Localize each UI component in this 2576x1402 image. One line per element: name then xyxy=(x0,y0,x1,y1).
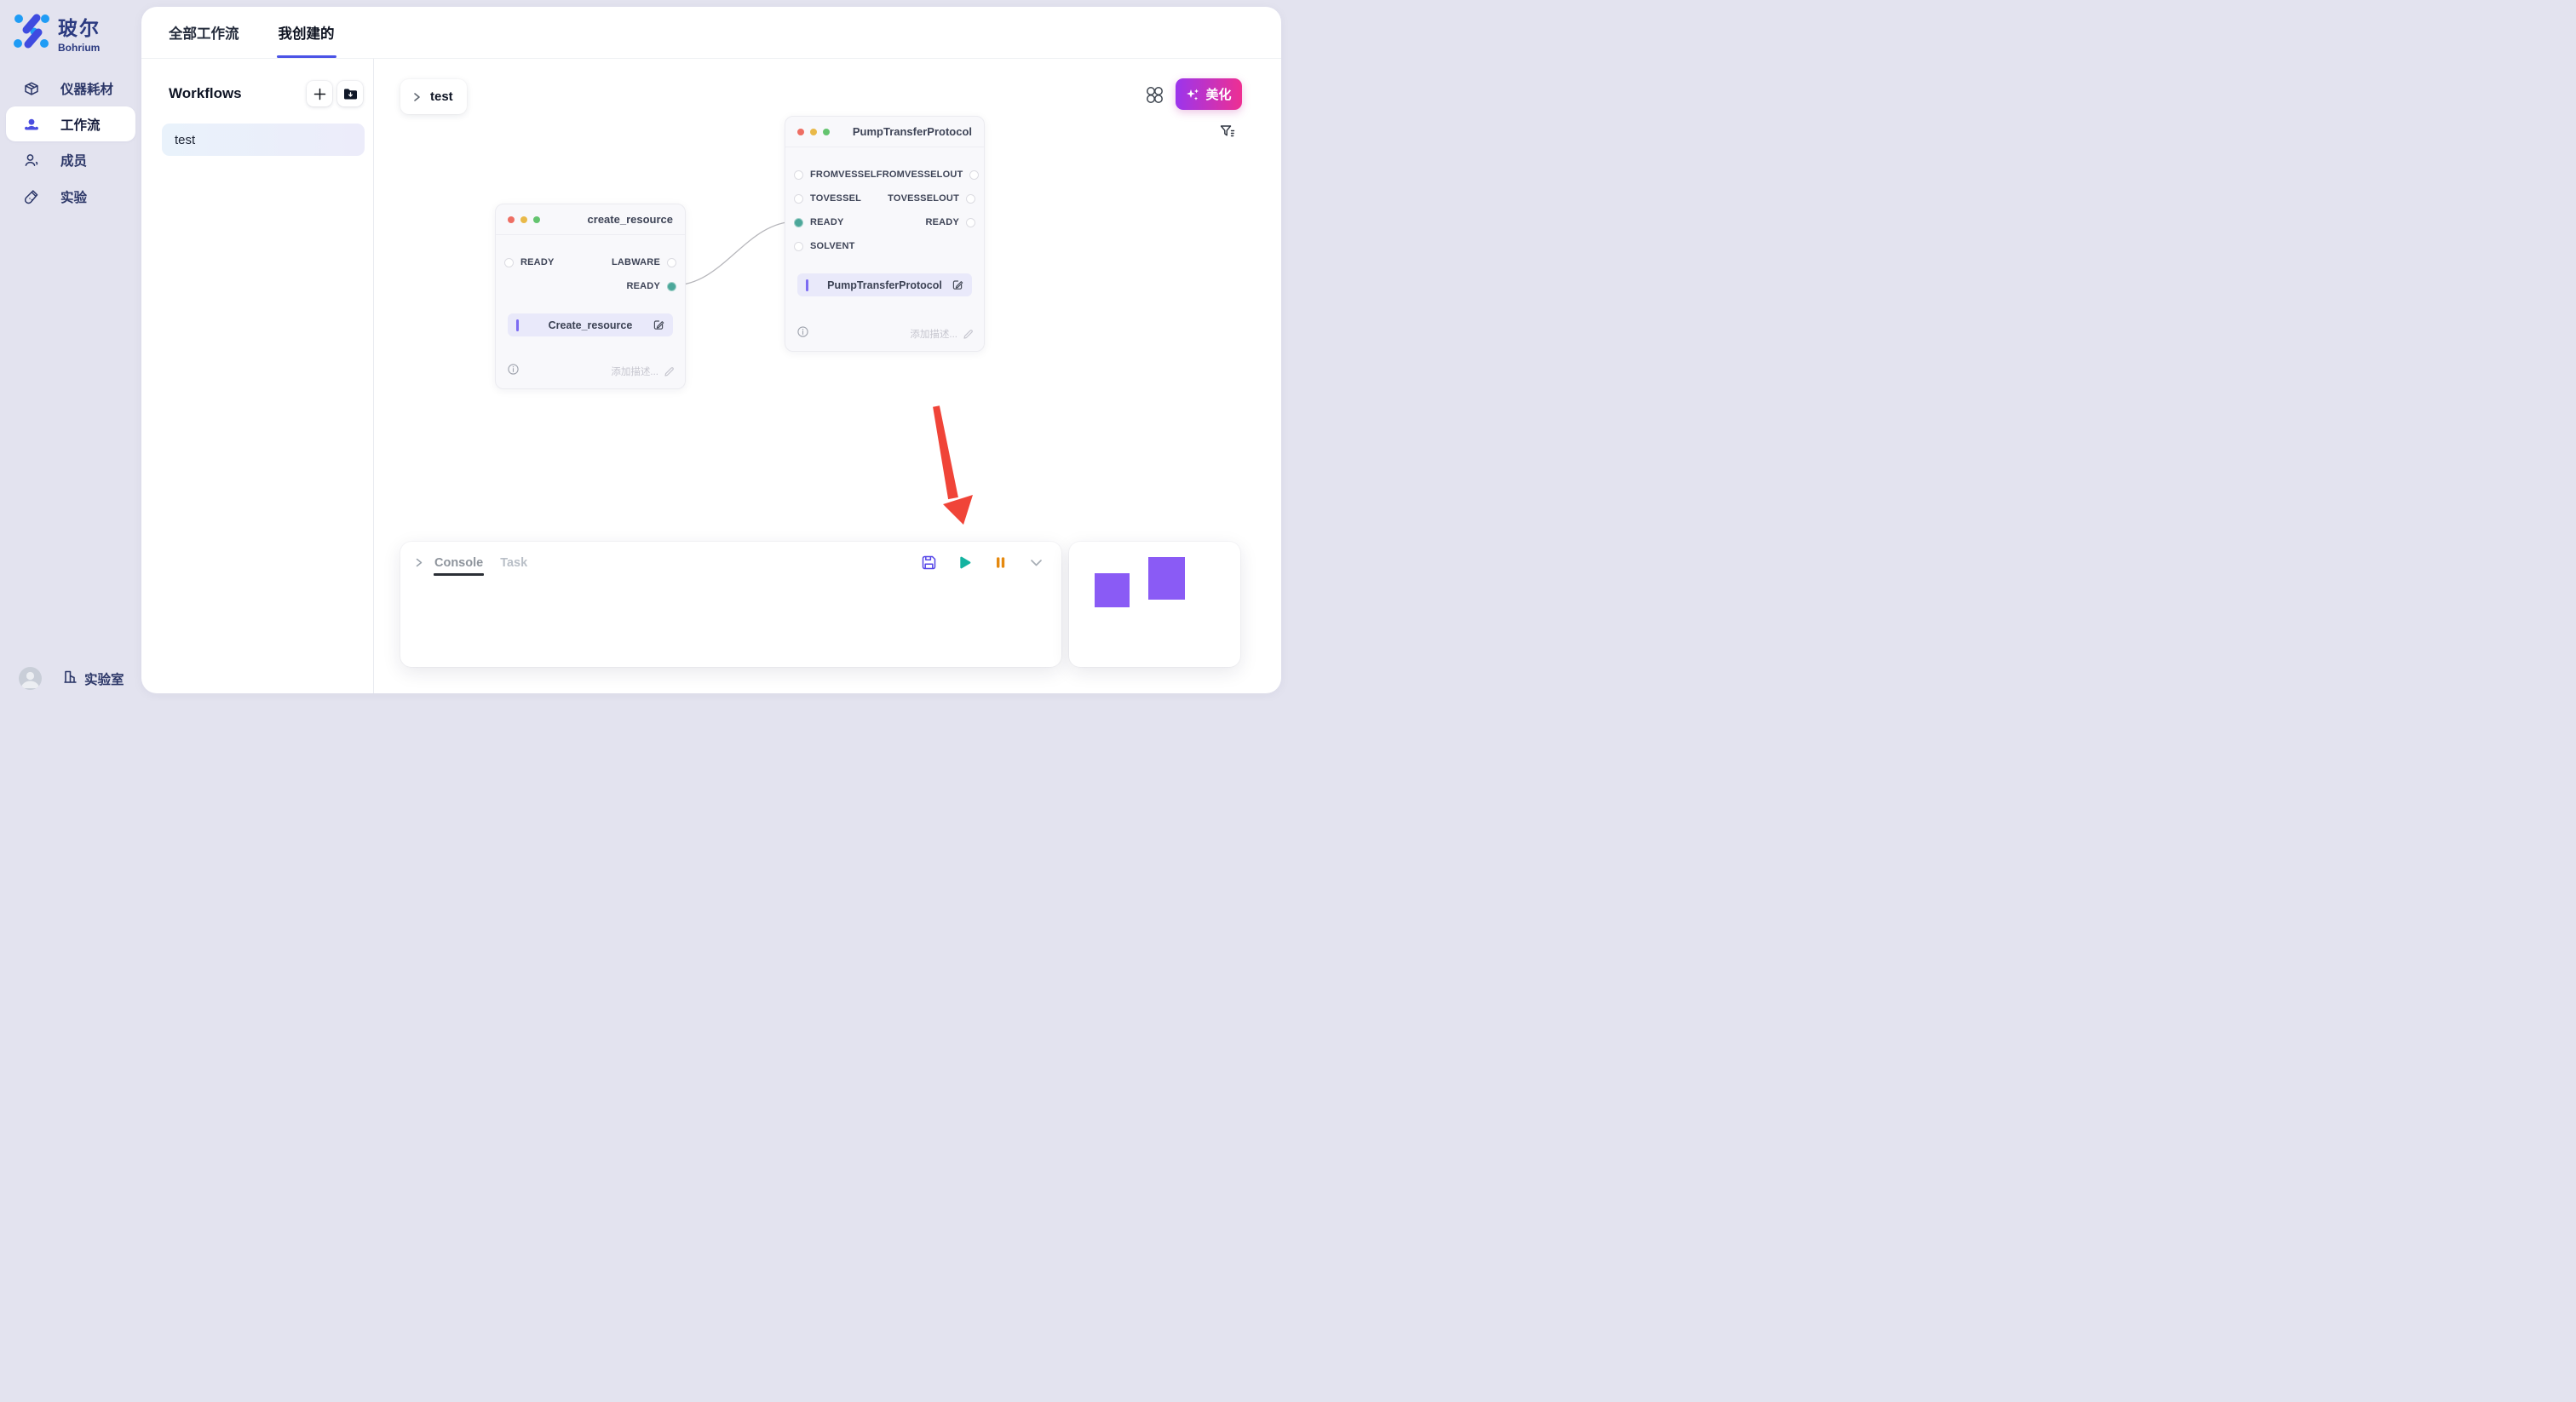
lab-switcher[interactable]: 实验室 xyxy=(62,669,124,689)
workflow-canvas[interactable]: test 美化 xyxy=(374,59,1281,693)
input-port[interactable]: SOLVENT xyxy=(794,241,855,251)
user-avatar[interactable] xyxy=(19,667,42,690)
plus-icon xyxy=(313,88,325,100)
sidebar-item-workflow[interactable]: 工作流 xyxy=(6,106,135,141)
input-port[interactable]: READY xyxy=(504,257,555,267)
import-folder-button[interactable] xyxy=(337,81,363,106)
description-placeholder[interactable]: 添加描述... xyxy=(910,327,974,341)
sidebar-item-experiments[interactable]: 实验 xyxy=(0,178,141,215)
lab-label: 实验室 xyxy=(84,672,124,687)
run-icon[interactable] xyxy=(957,554,973,571)
brand-name-en: Bohrium xyxy=(58,42,101,54)
beautify-button[interactable]: 美化 xyxy=(1176,78,1242,110)
workflows-title: Workflows xyxy=(169,85,242,101)
edit-icon[interactable] xyxy=(653,319,665,331)
sidebar-item-label: 成员 xyxy=(60,153,88,169)
action-label: Create_resource xyxy=(548,319,633,331)
sparkles-icon xyxy=(1187,89,1199,101)
output-port[interactable]: LABWARE xyxy=(612,257,676,267)
edit-icon[interactable] xyxy=(952,279,964,291)
breadcrumb[interactable]: test xyxy=(400,79,467,114)
bohrium-logo-icon xyxy=(13,12,50,54)
node-title: create_resource xyxy=(587,213,673,226)
add-workflow-button[interactable] xyxy=(307,81,332,106)
sidebar-item-label: 工作流 xyxy=(60,118,101,133)
pencil-icon xyxy=(963,329,973,339)
brand: 玻尔 Bohrium xyxy=(13,12,101,54)
input-port[interactable]: READY xyxy=(794,217,844,227)
tab-all-workflows[interactable]: 全部工作流 xyxy=(169,26,239,42)
output-port[interactable]: FROMVESSELOUT xyxy=(877,170,980,180)
sidebar: 玻尔 Bohrium 仪器耗材 xyxy=(0,0,141,701)
app-window: 玻尔 Bohrium 仪器耗材 xyxy=(0,0,1288,701)
pencil-icon xyxy=(664,366,674,376)
sidebar-item-instruments[interactable]: 仪器耗材 xyxy=(0,70,141,106)
folder-import-icon xyxy=(343,88,357,99)
output-port[interactable]: TOVESSELOUT xyxy=(888,193,975,204)
annotation-arrow xyxy=(933,405,973,525)
task-tab[interactable]: Task xyxy=(500,555,528,570)
workflow-list-item-test[interactable]: test xyxy=(162,124,365,156)
beautify-label: 美化 xyxy=(1205,88,1232,102)
chevron-right-icon xyxy=(414,92,420,101)
minimap-node-create-resource xyxy=(1095,573,1130,607)
command-grid-icon[interactable] xyxy=(1146,86,1164,104)
content-panel: 全部工作流 我创建的 Workflows test xyxy=(141,7,1281,693)
workflows-list-panel: Workflows test xyxy=(141,59,374,693)
minimap-node-pump-transfer xyxy=(1148,557,1185,600)
breadcrumb-label: test xyxy=(430,89,453,104)
traffic-lights xyxy=(508,215,540,223)
node-action-pump-transfer[interactable]: PumpTransferProtocol xyxy=(797,273,972,296)
pause-icon[interactable] xyxy=(992,554,1009,571)
output-port[interactable]: READY xyxy=(925,217,975,227)
members-icon xyxy=(23,152,40,169)
node-title: PumpTransferProtocol xyxy=(852,125,972,138)
tab-my-created[interactable]: 我创建的 xyxy=(276,7,336,58)
sidebar-item-label: 仪器耗材 xyxy=(60,82,114,97)
info-icon[interactable] xyxy=(797,326,808,342)
minimap[interactable] xyxy=(1069,542,1240,667)
input-port[interactable]: FROMVESSEL xyxy=(794,170,877,180)
filter-icon[interactable] xyxy=(1219,124,1235,140)
traffic-lights xyxy=(797,128,830,135)
save-icon[interactable] xyxy=(921,554,937,571)
building-icon xyxy=(62,669,78,689)
console-panel: Console Task xyxy=(400,542,1061,667)
sidebar-item-members[interactable]: 成员 xyxy=(0,141,141,178)
brand-name-zh: 玻尔 xyxy=(58,17,101,39)
input-port[interactable]: TOVESSEL xyxy=(794,193,861,204)
workflow-icon xyxy=(23,116,40,133)
description-placeholder[interactable]: 添加描述... xyxy=(611,365,675,378)
sidebar-nav: 仪器耗材 工作流 xyxy=(0,70,141,215)
edge-create-to-pump xyxy=(672,221,797,286)
expand-chevron-icon[interactable] xyxy=(413,557,424,568)
action-label: PumpTransferProtocol xyxy=(827,279,942,291)
node-pump-transfer-protocol[interactable]: PumpTransferProtocol FROMVESSEL FROMVESS… xyxy=(785,116,985,352)
collapse-chevron-icon[interactable] xyxy=(1028,554,1044,571)
node-create-resource[interactable]: create_resource READY LABWARE READY Crea… xyxy=(495,204,686,389)
console-tab[interactable]: Console xyxy=(433,555,485,576)
experiment-icon xyxy=(23,188,40,205)
info-icon[interactable] xyxy=(508,364,519,379)
package-icon xyxy=(23,80,40,97)
workflow-tabs: 全部工作流 我创建的 xyxy=(141,7,1281,59)
node-action-create-resource[interactable]: Create_resource xyxy=(508,313,673,336)
output-port[interactable]: READY xyxy=(626,281,676,291)
sidebar-item-label: 实验 xyxy=(60,190,88,205)
